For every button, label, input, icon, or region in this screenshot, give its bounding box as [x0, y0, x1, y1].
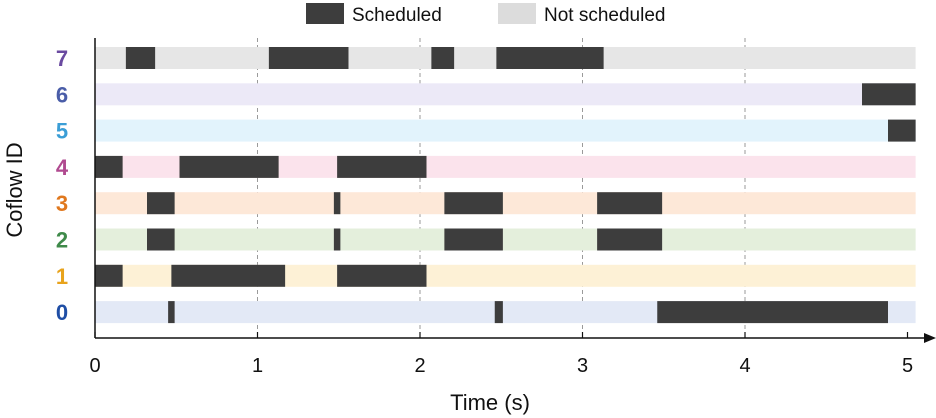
row-label-coflow-7: 7	[56, 46, 68, 71]
row-label-coflow-5: 5	[56, 119, 68, 144]
scheduled-bar-coflow-2-1	[333, 228, 341, 251]
y-axis-title: Coflow ID	[2, 142, 27, 237]
scheduled-bar-coflow-1-0	[95, 264, 123, 287]
scheduled-bar-coflow-2-3	[597, 228, 663, 251]
x-axis-arrow	[924, 333, 936, 343]
scheduled-bar-coflow-0-0	[168, 301, 175, 324]
track-coflow-4	[95, 155, 916, 178]
track-coflow-6	[95, 83, 916, 106]
row-label-coflow-2: 2	[56, 228, 68, 253]
scheduled-bar-coflow-1-1	[171, 264, 286, 287]
scheduled-bar-coflow-7-2	[431, 47, 455, 69]
legend-not-scheduled-label: Not scheduled	[544, 5, 665, 26]
x-tick-label-3: 3	[577, 355, 588, 377]
scheduled-bars	[95, 47, 916, 324]
track-coflow-2	[95, 228, 916, 251]
scheduled-bar-coflow-7-0	[125, 47, 156, 69]
legend-scheduled-swatch	[306, 3, 344, 24]
row-label-coflow-4: 4	[56, 155, 69, 180]
legend: Scheduled Not scheduled	[306, 3, 665, 26]
row-tracks	[95, 47, 916, 324]
scheduled-bar-coflow-4-2	[337, 155, 427, 178]
legend-not-scheduled-swatch	[498, 3, 536, 24]
scheduled-bar-coflow-0-2	[657, 301, 888, 324]
scheduled-bar-coflow-0-1	[494, 301, 503, 324]
row-label-coflow-1: 1	[56, 264, 68, 289]
scheduled-bar-coflow-7-1	[268, 47, 349, 69]
x-tick-label-1: 1	[252, 355, 263, 377]
scheduled-bar-coflow-4-1	[179, 155, 279, 178]
scheduled-bar-coflow-1-2	[337, 264, 427, 287]
x-tick-label-2: 2	[414, 355, 425, 377]
x-axis-title: Time (s)	[450, 390, 530, 415]
x-tick-label-0: 0	[89, 355, 100, 377]
scheduled-bar-coflow-6-0	[862, 83, 916, 106]
scheduled-bar-coflow-2-2	[444, 228, 503, 251]
scheduled-bar-coflow-5-0	[888, 119, 916, 142]
scheduled-bar-coflow-4-0	[95, 155, 123, 178]
row-labels: 7 6 5 4 3 2 1 0	[56, 46, 69, 325]
scheduled-bar-coflow-7-3	[496, 47, 604, 69]
scheduled-bar-coflow-3-1	[333, 192, 341, 215]
row-label-coflow-0: 0	[56, 300, 68, 325]
scheduled-bar-coflow-3-3	[597, 192, 663, 215]
axes: 0 1 2 3 4 5	[89, 38, 936, 377]
scheduled-bar-coflow-3-0	[147, 192, 175, 215]
grid-lines	[257, 38, 746, 338]
x-tick-label-4: 4	[739, 355, 750, 377]
track-coflow-5	[95, 119, 916, 142]
row-label-coflow-6: 6	[56, 82, 68, 107]
x-tick-label-5: 5	[902, 355, 913, 377]
scheduled-bar-coflow-3-2	[444, 192, 503, 215]
scheduled-bar-coflow-2-0	[147, 228, 175, 251]
row-label-coflow-3: 3	[56, 191, 68, 216]
track-coflow-1	[95, 264, 916, 287]
track-coflow-3	[95, 192, 916, 215]
legend-scheduled-label: Scheduled	[352, 5, 442, 26]
